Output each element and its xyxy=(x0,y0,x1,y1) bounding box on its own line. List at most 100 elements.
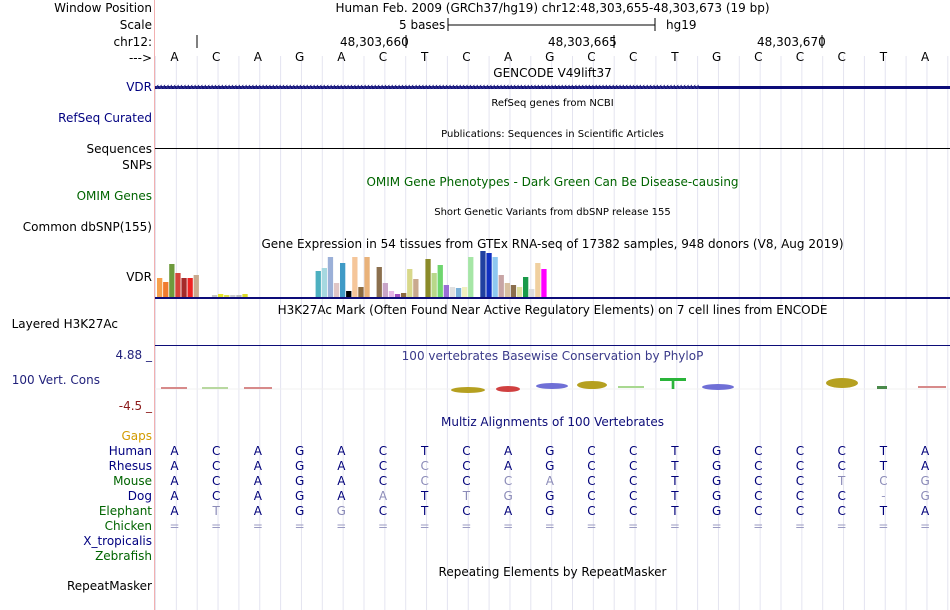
gtex-tissue-bar[interactable] xyxy=(504,283,510,297)
gtex-tissue-bar[interactable] xyxy=(455,288,462,297)
gtex-tissue-bar[interactable] xyxy=(187,278,193,297)
gtex-tissue-bar[interactable] xyxy=(327,257,334,297)
vdr-gene-label[interactable]: VDR xyxy=(126,80,152,94)
gtex-tissue-bar[interactable] xyxy=(358,287,364,297)
gtex-tissue-bar[interactable] xyxy=(181,278,187,297)
gtex-tissue-bar[interactable] xyxy=(382,283,388,297)
gtex-tissue-bar[interactable] xyxy=(224,295,230,297)
gtex-tissue-bar[interactable] xyxy=(169,264,175,297)
gtex-tissue-bar[interactable] xyxy=(443,285,449,297)
common-dbsnp-label[interactable]: Common dbSNP(155) xyxy=(22,220,152,234)
species-label-human[interactable]: Human xyxy=(108,444,152,458)
base-letter: A xyxy=(503,50,513,64)
gtex-tissue-bar[interactable] xyxy=(394,294,401,297)
base-letter: G xyxy=(711,50,722,64)
alignment-base: C xyxy=(795,459,805,473)
phylop-track-title[interactable]: 100 vertebrates Basewise Conservation by… xyxy=(401,349,704,363)
gtex-tissue-bar[interactable] xyxy=(333,283,340,297)
gtex-tissue-bar[interactable] xyxy=(211,295,218,297)
gtex-tissue-bar[interactable] xyxy=(431,273,437,297)
species-label-zebrafish[interactable]: Zebrafish xyxy=(95,549,152,563)
alignment-base: - xyxy=(881,489,886,503)
strand-arrow-label[interactable]: ---> xyxy=(128,51,152,65)
gtex-tissue-bar[interactable] xyxy=(352,257,358,297)
gtex-tissue-bar[interactable] xyxy=(364,257,370,297)
gtex-tissue-bar[interactable] xyxy=(315,271,321,297)
gtex-tissue-bar[interactable] xyxy=(498,275,504,297)
gtex-tissue-bar[interactable] xyxy=(486,253,492,297)
gtex-tissue-bar[interactable] xyxy=(236,295,242,297)
gtex-tissue-bar[interactable] xyxy=(462,287,468,297)
vdr-gene-line[interactable] xyxy=(155,86,950,89)
gtex-tissue-bar[interactable] xyxy=(346,291,352,297)
base-letter: A xyxy=(920,50,930,64)
gtex-tissue-bar[interactable] xyxy=(535,263,541,297)
gtex-tissue-bar[interactable] xyxy=(321,268,327,297)
repeatmasker-label[interactable]: RepeatMasker xyxy=(66,579,152,593)
species-label-rhesus[interactable]: Rhesus xyxy=(108,459,152,473)
layered-h3k27ac-label[interactable]: Layered H3K27Ac xyxy=(11,317,118,331)
gtex-tissue-bar[interactable] xyxy=(175,273,181,297)
species-label-chicken[interactable]: Chicken xyxy=(104,519,152,533)
gtex-tissue-bar[interactable] xyxy=(510,285,517,297)
gtex-tissue-bar[interactable] xyxy=(541,269,547,297)
gencode-track-title[interactable]: GENCODE V49lift37 xyxy=(493,66,612,80)
alignment-base: C xyxy=(462,444,471,458)
dbsnp-track-title[interactable]: Short Genetic Variants from dbSNP releas… xyxy=(434,207,671,218)
gtex-tissue-bar[interactable] xyxy=(193,275,199,297)
gtex-tissue-bar[interactable] xyxy=(425,259,431,297)
gtex-tissue-bar[interactable] xyxy=(230,295,236,297)
species-label-x-tropicalis[interactable]: X_tropicalis xyxy=(83,534,152,548)
gtex-tissue-bar[interactable] xyxy=(242,294,248,297)
repeatmasker-track-title[interactable]: Repeating Elements by RepeatMasker xyxy=(438,565,667,579)
gtex-tissue-bar[interactable] xyxy=(468,257,474,297)
refseq-curated-label[interactable]: RefSeq Curated xyxy=(58,111,152,125)
sequences-line[interactable] xyxy=(155,148,950,149)
alignment-base: C xyxy=(378,444,388,458)
refseq-track-title[interactable]: RefSeq genes from NCBI xyxy=(491,98,614,109)
gaps-label[interactable]: Gaps xyxy=(121,429,152,443)
gtex-tissue-bar[interactable] xyxy=(218,294,224,297)
gtex-tissue-bar[interactable] xyxy=(340,263,346,297)
omim-track-title[interactable]: OMIM Gene Phenotypes - Dark Green Can Be… xyxy=(366,175,739,189)
gtex-tissue-bar[interactable] xyxy=(449,287,456,297)
snps-label[interactable]: SNPs xyxy=(122,158,152,172)
vert-cons-label[interactable]: 100 Vert. Cons xyxy=(11,373,100,387)
track-label-column: Window Position Scale chr12: ---> VDR Re… xyxy=(0,0,154,610)
alignment-base: C xyxy=(462,504,471,518)
gtex-tissue-bar[interactable] xyxy=(523,277,529,297)
gtex-track-title[interactable]: Gene Expression in 54 tissues from GTEx … xyxy=(261,237,844,251)
gtex-tissue-bar[interactable] xyxy=(529,289,535,297)
species-label-elephant[interactable]: Elephant xyxy=(98,504,152,518)
gtex-tissue-bar[interactable] xyxy=(401,293,407,297)
scale-label[interactable]: Scale xyxy=(119,18,152,32)
gtex-tissue-bar[interactable] xyxy=(413,279,419,297)
gtex-tissue-bar[interactable] xyxy=(376,267,382,297)
gtex-bar-chart[interactable] xyxy=(155,0,950,300)
gtex-tissue-bar[interactable] xyxy=(157,278,163,297)
species-label-dog[interactable]: Dog xyxy=(127,489,152,503)
alignment-base: C xyxy=(420,474,429,488)
chrom-label[interactable]: chr12: xyxy=(113,35,152,49)
track-data-area: Human Feb. 2009 (GRCh37/hg19) chr12:48,3… xyxy=(155,0,950,610)
gtex-tissue-bar[interactable] xyxy=(388,291,395,297)
alignment-base: A xyxy=(253,489,262,503)
h3k27ac-track-title[interactable]: H3K27Ac Mark (Often Found Near Active Re… xyxy=(277,303,828,317)
species-label-mouse[interactable]: Mouse xyxy=(113,474,152,488)
vdr-gtex-label[interactable]: VDR xyxy=(126,270,152,284)
alignment-base: G xyxy=(920,474,930,488)
publications-track-title[interactable]: Publications: Sequences in Scientific Ar… xyxy=(441,129,664,140)
gtex-tissue-bar[interactable] xyxy=(407,269,413,297)
phylop-logo[interactable]: T xyxy=(155,0,950,420)
gtex-tissue-bar[interactable] xyxy=(437,265,443,297)
omim-genes-label[interactable]: OMIM Genes xyxy=(76,189,152,203)
window-position-label[interactable]: Window Position xyxy=(54,1,152,15)
gtex-tissue-bar[interactable] xyxy=(516,287,523,297)
sequences-label[interactable]: Sequences xyxy=(86,142,152,156)
scale-text: 5 bases xyxy=(399,18,446,32)
gtex-tissue-bar[interactable] xyxy=(480,251,486,297)
assembly-position-text[interactable]: Human Feb. 2009 (GRCh37/hg19) chr12:48,3… xyxy=(335,1,770,15)
gtex-tissue-bar[interactable] xyxy=(492,257,498,297)
multiz-track-title[interactable]: Multiz Alignments of 100 Vertebrates xyxy=(440,415,665,429)
gtex-tissue-bar[interactable] xyxy=(163,282,169,297)
